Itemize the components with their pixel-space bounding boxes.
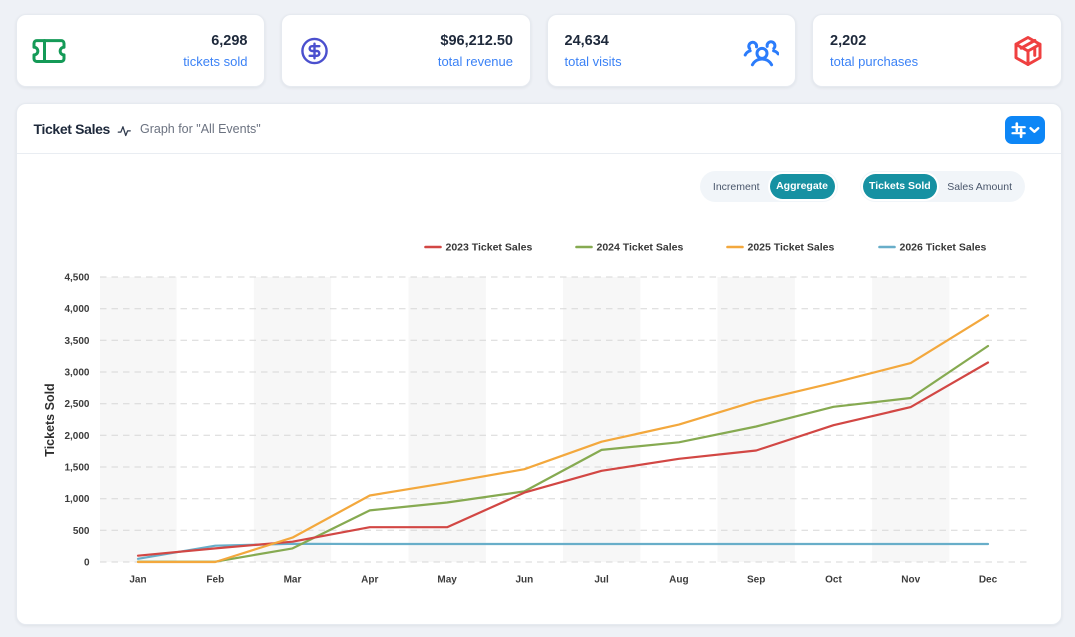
- svg-text:Mar: Mar: [284, 575, 302, 586]
- svg-text:Tickets Sold: Tickets Sold: [43, 383, 57, 456]
- svg-text:3,000: 3,000: [64, 368, 89, 379]
- svg-text:4,500: 4,500: [64, 273, 89, 284]
- svg-text:2025 Ticket Sales: 2025 Ticket Sales: [748, 242, 835, 254]
- svg-text:500: 500: [73, 526, 90, 537]
- svg-text:Sep: Sep: [747, 575, 765, 586]
- svg-text:1,000: 1,000: [64, 494, 89, 505]
- svg-text:4,000: 4,000: [64, 304, 89, 315]
- svg-text:0: 0: [84, 558, 90, 569]
- svg-text:Aug: Aug: [669, 575, 688, 586]
- svg-text:Feb: Feb: [206, 575, 224, 586]
- svg-text:2,500: 2,500: [64, 399, 89, 410]
- svg-text:2,000: 2,000: [64, 431, 89, 442]
- svg-text:2024 Ticket Sales: 2024 Ticket Sales: [597, 242, 684, 254]
- svg-text:May: May: [437, 575, 457, 586]
- svg-text:Jan: Jan: [129, 575, 146, 586]
- svg-text:Jul: Jul: [594, 575, 609, 586]
- svg-text:Jun: Jun: [516, 575, 534, 586]
- svg-text:3,500: 3,500: [64, 336, 89, 347]
- svg-text:Dec: Dec: [979, 575, 998, 586]
- svg-text:2026 Ticket Sales: 2026 Ticket Sales: [900, 242, 987, 254]
- svg-text:Oct: Oct: [825, 575, 842, 586]
- svg-text:1,500: 1,500: [64, 463, 89, 474]
- svg-text:2023 Ticket Sales: 2023 Ticket Sales: [446, 242, 533, 254]
- svg-text:Nov: Nov: [901, 575, 920, 586]
- svg-text:Apr: Apr: [361, 575, 378, 586]
